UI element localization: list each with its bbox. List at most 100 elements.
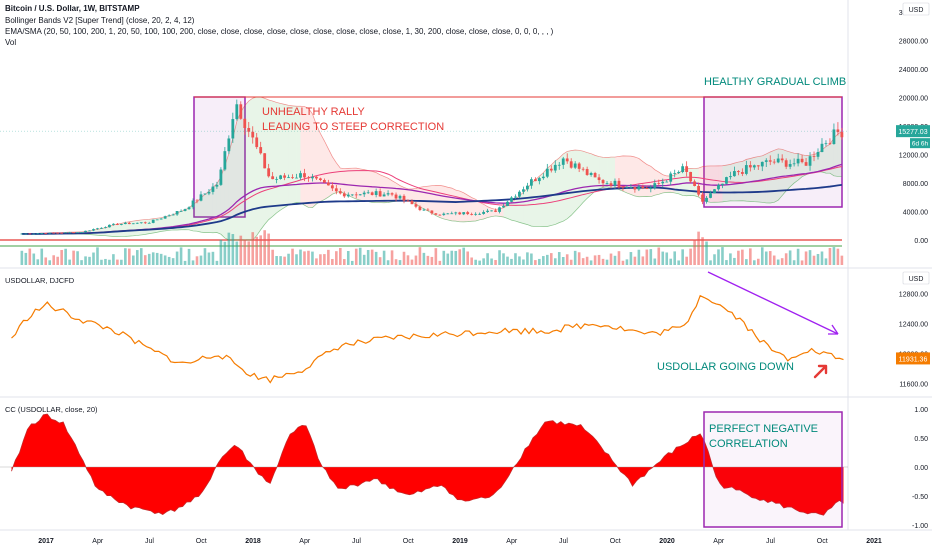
bollinger-band-fill <box>591 153 596 195</box>
bollinger-band-fill <box>384 176 389 203</box>
indicator-bollinger-label[interactable]: Bollinger Bands V2 [Super Trend] (close,… <box>5 16 195 25</box>
bollinger-band-fill <box>475 199 480 222</box>
candle-body <box>518 191 521 197</box>
bollinger-band-fill <box>248 98 253 240</box>
volume-bar <box>112 254 115 265</box>
bollinger-band-fill <box>714 165 719 203</box>
candle-body <box>147 222 151 224</box>
volume-bar <box>64 248 67 265</box>
volume-bar <box>283 256 286 265</box>
volume-bar <box>128 248 131 265</box>
candle-body <box>733 171 736 177</box>
volume-bar <box>215 260 219 265</box>
volume-bar <box>749 248 752 265</box>
candle-body <box>247 127 251 132</box>
candle-body <box>187 207 191 210</box>
candle-body <box>315 176 318 179</box>
candle-body <box>267 168 271 177</box>
price-axis-tick: 12000.00 <box>899 153 928 160</box>
volume-bar <box>370 249 374 265</box>
bollinger-band-fill <box>451 188 456 222</box>
bollinger-band-fill <box>388 178 393 203</box>
bollinger-band-fill <box>292 105 297 204</box>
candle-body <box>685 166 689 172</box>
volume-bar <box>135 250 139 265</box>
candle-body <box>235 104 239 120</box>
volume-bar <box>410 259 414 265</box>
usdollar-axis-tick: 12400.00 <box>899 321 928 328</box>
volume-bar <box>824 258 828 265</box>
volume-bar <box>820 251 824 265</box>
bollinger-band-fill <box>766 151 771 203</box>
bollinger-band-fill <box>356 168 361 201</box>
currency-badge <box>902 271 930 285</box>
currency-label: USD <box>909 276 924 283</box>
volume-bar <box>143 255 147 265</box>
candle-body <box>291 177 294 179</box>
candle-body <box>20 233 24 235</box>
volume-bar <box>653 258 657 265</box>
volume-bar <box>589 260 593 265</box>
bollinger-band-fill <box>216 176 221 235</box>
correlation-pane-title: CC (USDOLLAR, close, 20) <box>5 405 98 414</box>
bollinger-band-fill <box>487 206 492 218</box>
usdollar-line <box>11 294 844 384</box>
volume-bar <box>195 256 199 265</box>
bollinger-band-fill <box>316 124 321 205</box>
volume-bar <box>530 253 533 265</box>
volume-bar <box>764 251 768 265</box>
volume-bar <box>681 249 684 265</box>
candle-body <box>64 232 68 234</box>
volume-bar <box>486 253 489 265</box>
volume-bar <box>315 258 318 265</box>
candle-body <box>581 168 585 170</box>
bollinger-band-fill <box>638 158 643 197</box>
volume-bar <box>331 258 334 265</box>
bollinger-band-fill <box>734 162 739 201</box>
volume-bar <box>350 260 354 265</box>
annotation-unhealthy-rally: UNHEALTHY RALLY <box>262 106 365 118</box>
volume-bar <box>462 247 466 265</box>
volume-bar <box>577 252 581 265</box>
bollinger-band-fill <box>320 133 325 202</box>
candle-body <box>689 171 693 182</box>
candle-body <box>370 192 374 195</box>
candle-body <box>422 209 426 211</box>
volume-bar <box>92 252 95 265</box>
volume-bar <box>291 248 294 265</box>
bollinger-band-fill <box>551 160 556 226</box>
volume-bar <box>796 248 800 265</box>
volume-bar <box>546 254 549 265</box>
candle-body <box>816 152 820 157</box>
volume-bar <box>414 255 418 265</box>
volume-bar <box>756 258 760 265</box>
bollinger-band-fill <box>479 202 484 220</box>
candle-body <box>609 183 613 186</box>
volume-bar <box>629 252 633 265</box>
volume-bar <box>223 241 227 265</box>
volume-bar <box>84 256 87 265</box>
bollinger-band-fill <box>256 96 261 236</box>
volume-bar <box>366 249 370 265</box>
indicator-volume-label[interactable]: Vol <box>5 38 17 47</box>
indicator-ema-sma-label[interactable]: EMA/SMA (20, 50, 100, 200, 1, 20, 50, 10… <box>5 27 554 36</box>
bollinger-band-fill <box>555 157 560 225</box>
candle-body <box>151 219 155 223</box>
candle-body <box>28 233 32 235</box>
bollinger-band-fill <box>754 156 759 202</box>
bollinger-band-fill <box>758 155 763 203</box>
candle-body <box>159 218 163 220</box>
candle-body <box>446 213 450 215</box>
candle-body <box>354 194 358 196</box>
volume-bar <box>553 258 557 265</box>
candle-body <box>215 184 219 187</box>
bollinger-band-fill <box>276 102 281 213</box>
volume-bar <box>251 232 255 265</box>
bollinger-band-fill <box>778 148 783 201</box>
bollinger-band-fill <box>782 149 787 196</box>
bollinger-band-fill <box>511 199 516 222</box>
bollinger-band-fill <box>129 221 134 237</box>
candle-body <box>729 176 732 178</box>
volume-bar <box>243 239 247 265</box>
